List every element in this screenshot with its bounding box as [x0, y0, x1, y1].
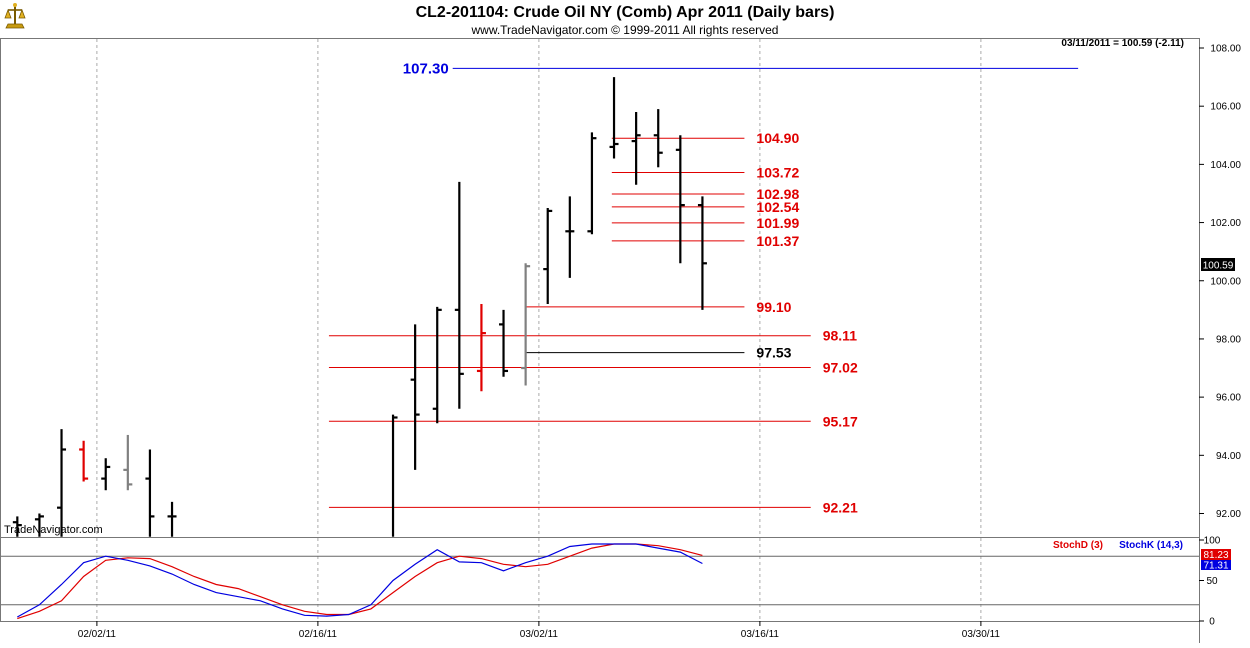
stoch-d-line [17, 543, 703, 620]
level-label: 101.99 [756, 215, 799, 231]
ohlc-bar [57, 429, 67, 537]
y-tick-label: 102.00 [1210, 218, 1241, 229]
last-info-readout: 03/11/2011 = 100.59 (-2.11) [1061, 38, 1184, 49]
stochastic-lines [17, 543, 703, 620]
ohlc-bar [145, 449, 155, 537]
x-tick-label: 03/02/11 [520, 629, 559, 640]
x-tick-label: 02/02/11 [78, 629, 117, 640]
price-y-axis: 108.00 106.00 104.00 102.00 100.00 98.00 96.00… [1199, 44, 1241, 520]
y-tick-label: 94.00 [1216, 451, 1241, 462]
chart-title: CL2-201104: Crude Oil NY (Comb) Apr 2011… [416, 4, 835, 21]
level-label: 95.17 [823, 413, 858, 429]
ohlc-bar [653, 109, 663, 168]
stoch-k-badge: 71.31 [1201, 560, 1231, 572]
ohlc-bar [79, 440, 89, 482]
stoch-k-line [17, 543, 703, 618]
stoch-y-tick-label: 0 [1209, 617, 1215, 628]
ohlc-bar [631, 112, 641, 185]
stoch-y-tick-label: 50 [1206, 576, 1218, 587]
ohlc-bar [34, 513, 44, 537]
level-label: 92.21 [823, 499, 858, 515]
ohlc-bar [410, 324, 420, 470]
level-label: 104.90 [756, 130, 799, 146]
last-price-badge-text: 100.59 [1203, 261, 1234, 272]
ohlc-bar [543, 208, 553, 305]
ohlc-bar [609, 77, 619, 159]
ohlc-bar [123, 434, 133, 491]
x-tick-label: 03/16/11 [741, 629, 780, 640]
stoch-d-badge: 81.23 [1201, 549, 1231, 561]
level-label: 97.53 [756, 345, 791, 361]
ohlc-bar [454, 181, 464, 409]
level-label: 102.54 [756, 199, 799, 215]
ohlc-bars [12, 77, 707, 537]
level-label: 103.72 [756, 165, 799, 181]
ohlc-bar [565, 196, 575, 278]
last-price-badge: 100.59 [1201, 258, 1235, 272]
stoch-d-badge-text: 81.23 [1203, 550, 1228, 561]
level-label: 107.30 [403, 60, 449, 77]
ohlc-bar [391, 414, 398, 537]
level-label: 99.10 [756, 299, 791, 315]
y-tick-label: 104.00 [1210, 160, 1241, 171]
copyright-subtitle: www.TradeNavigator.com © 1999-2011 All r… [471, 23, 779, 37]
y-tick-label: 98.00 [1216, 334, 1241, 345]
y-tick-label: 100.00 [1210, 276, 1241, 287]
stoch-panel-frame [0, 537, 1200, 622]
ohlc-bar [499, 309, 509, 377]
y-tick-label: 96.00 [1216, 393, 1241, 404]
stochd-legend: StochD (3) [1053, 540, 1103, 551]
y-tick-label: 92.00 [1216, 509, 1241, 520]
ohlc-bar [101, 458, 111, 491]
ohlc-bar [521, 263, 531, 386]
ohlc-bar [587, 132, 597, 235]
stoch-y-axis: 100 50 0 [1199, 536, 1221, 628]
trade-navigator-logo-icon [4, 2, 26, 32]
ohlc-bar [432, 306, 442, 424]
stoch-grid [1, 538, 1199, 621]
y-tick-label: 108.00 [1210, 44, 1241, 55]
level-label: 97.02 [823, 359, 858, 375]
y-tick-label: 106.00 [1210, 102, 1241, 113]
ohlc-bar [675, 135, 685, 264]
x-tick-label: 02/16/11 [299, 629, 338, 640]
level-label: 101.37 [756, 233, 799, 249]
watermark: TradeNavigator.com [4, 524, 103, 536]
price-panel-frame [0, 38, 1200, 538]
level-label: 98.11 [823, 328, 857, 344]
stoch-k-badge-text: 71.31 [1203, 561, 1228, 572]
price-grid [96, 39, 982, 537]
ohlc-bar [12, 516, 22, 537]
ohlc-bar [476, 304, 486, 392]
level-label: 102.98 [756, 186, 799, 202]
x-tick-label: 03/30/11 [962, 629, 1001, 640]
date-x-axis: 02/02/11 02/16/11 03/02/11 03/16/11 03/30/11 [78, 621, 1001, 640]
stochk-legend: StochK (14,3) [1119, 540, 1183, 551]
ohlc-bar [167, 501, 177, 537]
ohlc-bar [697, 196, 707, 310]
stoch-y-tick-label: 100 [1204, 536, 1221, 547]
